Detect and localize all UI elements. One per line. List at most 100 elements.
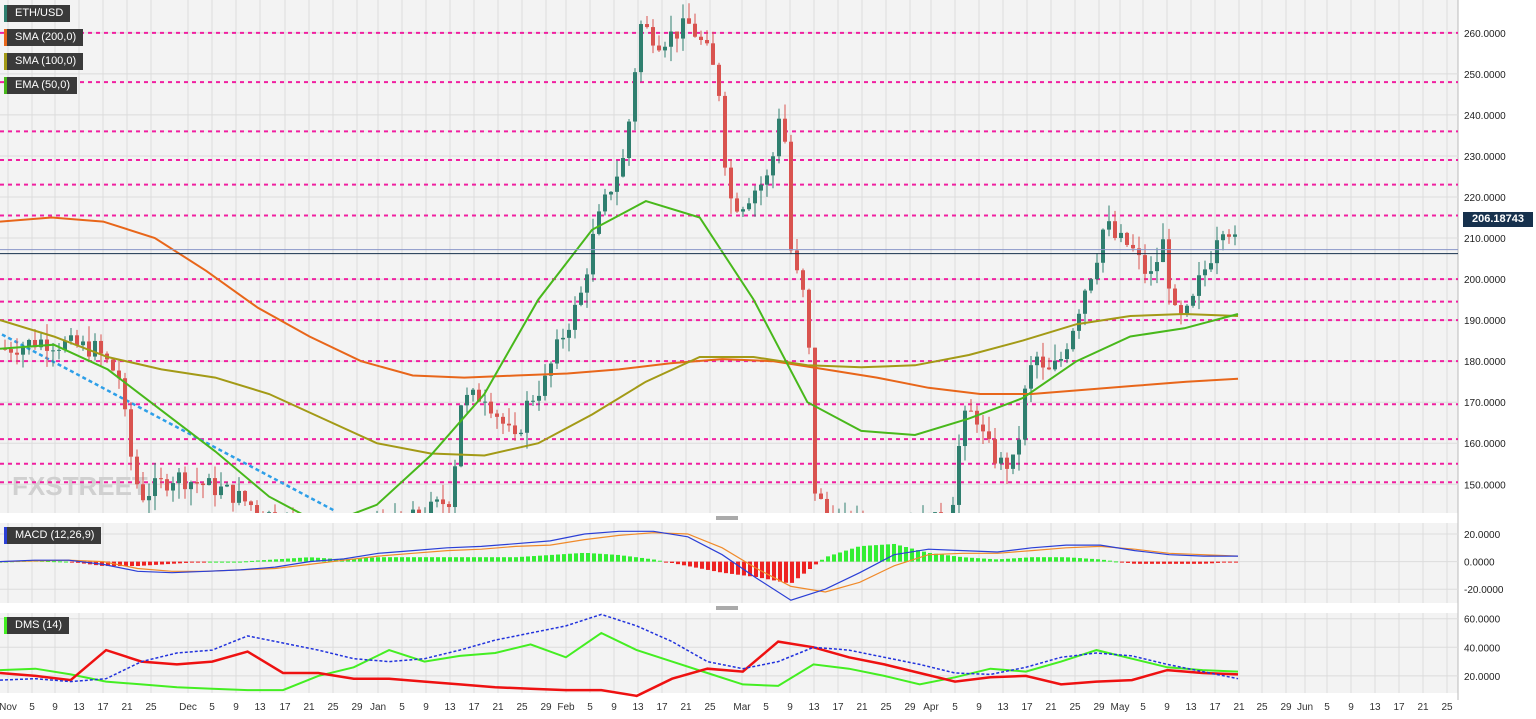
candle-body — [603, 194, 607, 212]
macd-histogram-bar — [448, 557, 452, 562]
macd-histogram-bar — [832, 554, 836, 562]
macd-histogram-bar — [916, 550, 920, 562]
candle-body — [417, 509, 421, 513]
macd-histogram-bar — [1132, 561, 1136, 564]
candle-body — [165, 479, 169, 491]
macd-histogram-bar — [388, 557, 392, 562]
macd-histogram-bar — [1072, 557, 1076, 562]
macd-histogram-bar — [976, 558, 980, 562]
y-tick-label: 20.0000 — [1464, 530, 1501, 541]
candle-body — [1221, 234, 1225, 241]
x-tick-label: 5 — [1140, 702, 1146, 713]
legend-sma200[interactable]: SMA (200,0) — [4, 29, 84, 46]
candle-body — [981, 424, 985, 432]
x-tick-label: 29 — [351, 702, 363, 713]
candle-body — [1155, 262, 1159, 272]
candle-body — [657, 45, 661, 51]
macd-histogram-bar — [790, 561, 794, 583]
legend-pair[interactable]: ETH/USD — [4, 5, 71, 22]
candle-body — [957, 446, 961, 505]
candle-body — [471, 389, 475, 395]
candle-body — [699, 36, 703, 41]
x-tick-label: 25 — [1069, 702, 1081, 713]
candle-body — [63, 340, 67, 350]
macd-histogram-bar — [1000, 559, 1004, 562]
x-tick-label: Jun — [1297, 702, 1313, 713]
macd-histogram-bar — [544, 555, 548, 562]
candle-body — [159, 478, 163, 480]
x-tick-label: 21 — [1417, 702, 1429, 713]
macd-histogram-bar — [586, 553, 590, 562]
macd-histogram-bar — [202, 561, 206, 563]
macd-histogram-bar — [484, 557, 488, 562]
macd-histogram-bar — [1234, 561, 1238, 563]
macd-histogram-bar — [1006, 558, 1010, 562]
macd-histogram-bar — [730, 561, 734, 574]
x-tick-label: 13 — [997, 702, 1009, 713]
macd-histogram-bar — [460, 557, 464, 562]
macd-histogram-bar — [160, 561, 164, 565]
candle-body — [1197, 275, 1201, 296]
candle-body — [999, 457, 1003, 464]
candle-body — [993, 439, 997, 464]
macd-histogram-bar — [1060, 557, 1064, 562]
candle-body — [33, 339, 37, 348]
x-tick-label: 9 — [1164, 702, 1170, 713]
macd-histogram-bar — [754, 561, 758, 577]
legend-sma100[interactable]: SMA (100,0) — [4, 53, 84, 70]
candle-body — [1185, 305, 1189, 314]
macd-histogram-bar — [532, 556, 536, 562]
candle-body — [183, 472, 187, 490]
macd-histogram-bar — [370, 557, 374, 562]
candle-body — [507, 423, 511, 426]
x-tick-label: 25 — [516, 702, 528, 713]
macd-histogram-bar — [664, 561, 668, 563]
candle-body — [147, 496, 151, 501]
x-tick-label: 13 — [632, 702, 644, 713]
macd-histogram-bar — [766, 561, 770, 580]
candle-body — [213, 478, 217, 496]
candle-body — [195, 482, 199, 484]
macd-histogram-bar — [250, 560, 254, 562]
dms-plus-line — [0, 631, 1239, 692]
candle-body — [969, 410, 973, 412]
x-tick-label: 9 — [423, 702, 429, 713]
x-tick-label: Mar — [733, 702, 751, 713]
macd-histogram-bar — [196, 561, 200, 563]
macd-histogram-bar — [52, 561, 56, 563]
macd-histogram-bar — [316, 557, 320, 562]
macd-histogram-bar — [634, 557, 638, 562]
x-tick-label: 17 — [279, 702, 291, 713]
macd-histogram-bar — [472, 557, 476, 562]
candle-body — [621, 157, 625, 177]
macd-histogram-bar — [910, 548, 914, 562]
macd-histogram-bar — [580, 552, 584, 562]
x-tick-label: 17 — [1393, 702, 1405, 713]
legend-ema50[interactable]: EMA (50,0) — [4, 77, 78, 94]
macd-histogram-bar — [298, 557, 302, 562]
candle-body — [567, 329, 571, 338]
candle-body — [27, 339, 31, 347]
candle-body — [15, 352, 19, 355]
macd-histogram-bar — [892, 543, 896, 562]
macd-histogram-bar — [844, 550, 848, 562]
candle-body — [1077, 313, 1081, 331]
macd-histogram-bar — [1114, 561, 1118, 563]
macd-histogram-bar — [1018, 557, 1022, 562]
x-tick-label: 21 — [492, 702, 504, 713]
macd-histogram-bar — [592, 553, 596, 562]
macd-histogram-bar — [604, 554, 608, 562]
macd-histogram-bar — [712, 561, 716, 572]
legend-dms[interactable]: DMS (14) — [4, 617, 70, 634]
legend-macd[interactable]: MACD (12,26,9) — [4, 527, 102, 544]
macd-histogram-bar — [964, 557, 968, 562]
candle-body — [735, 198, 739, 212]
macd-histogram-bar — [802, 561, 806, 574]
macd-histogram-bar — [238, 561, 242, 563]
candle-body — [627, 121, 631, 158]
candle-body — [1161, 239, 1165, 263]
x-tick-label: 25 — [1256, 702, 1268, 713]
candle-body — [123, 378, 127, 410]
candle-body — [939, 512, 943, 513]
macd-histogram-bar — [172, 561, 176, 564]
